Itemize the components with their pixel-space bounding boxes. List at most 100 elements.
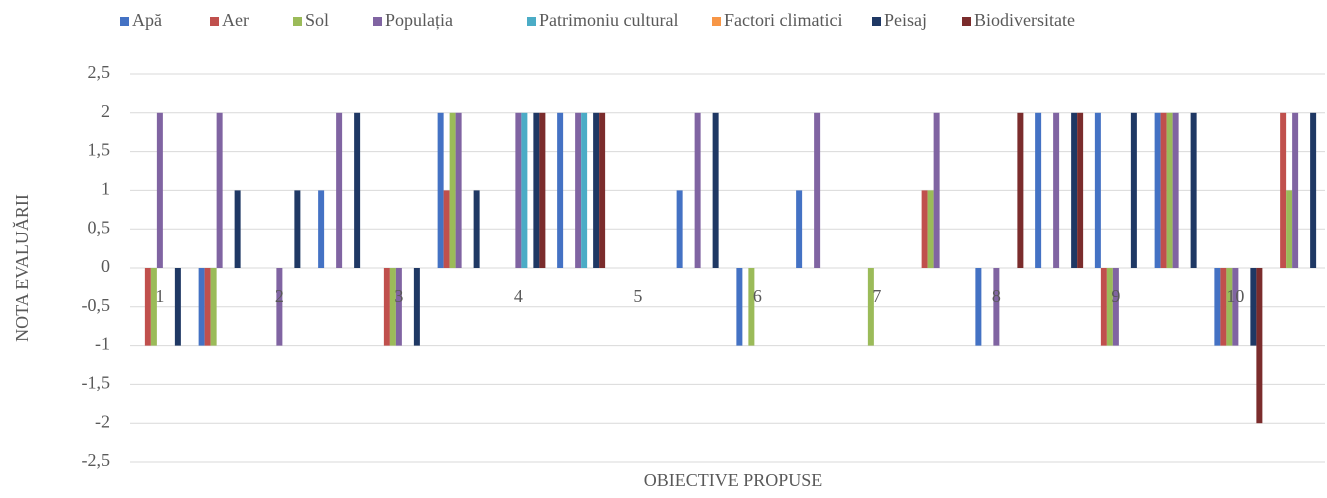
bar [294, 190, 301, 268]
legend-label: Aer [222, 10, 249, 30]
bar [1166, 112, 1173, 268]
bar [814, 112, 821, 268]
y-tick-label: -2,5 [82, 450, 111, 470]
legend-label: Populația [385, 10, 453, 30]
legend-swatch [962, 17, 971, 26]
bar [975, 268, 982, 346]
bar [1172, 112, 1179, 268]
bar [1112, 268, 1119, 346]
x-tick-label: 2 [275, 286, 284, 306]
bar [204, 268, 211, 346]
bar [395, 268, 402, 346]
legend-swatch [373, 17, 382, 26]
bar [1214, 268, 1221, 346]
x-tick-label: 1 [155, 286, 164, 306]
bar [449, 112, 456, 268]
x-tick-label: 4 [514, 286, 523, 306]
bar [216, 112, 223, 268]
bar [413, 268, 420, 346]
bar [437, 112, 444, 268]
x-tick-label: 9 [1111, 286, 1120, 306]
bar [736, 268, 743, 346]
bar [443, 190, 450, 268]
legend-swatch [527, 17, 536, 26]
bar [1071, 112, 1078, 268]
bar [354, 112, 361, 268]
bar [796, 190, 803, 268]
x-tick-label: 6 [753, 286, 762, 306]
x-tick-label: 8 [992, 286, 1001, 306]
bar [1053, 112, 1060, 268]
bar [473, 190, 480, 268]
x-tick-label: 10 [1226, 286, 1244, 306]
bar [1154, 112, 1161, 268]
bar [993, 268, 1000, 346]
bar [198, 268, 205, 346]
bar [921, 190, 928, 268]
y-axis-label: NOTA EVALUĂRII [12, 194, 32, 342]
bar [575, 112, 582, 268]
bar [599, 112, 606, 268]
y-tick-label: -1,5 [82, 373, 111, 393]
legend-label: Apă [132, 10, 162, 30]
bar [515, 112, 522, 268]
bar [533, 112, 540, 268]
bar [455, 112, 462, 268]
bar [712, 112, 719, 268]
bar [336, 112, 343, 268]
legend-swatch [120, 17, 129, 26]
y-tick-label: -0,5 [82, 295, 111, 315]
x-axis-label: OBIECTIVE PROPUSE [644, 470, 823, 490]
legend-swatch [210, 17, 219, 26]
x-tick-label: 3 [394, 286, 403, 306]
bar [156, 112, 163, 268]
bar [1035, 112, 1042, 268]
bar [748, 268, 755, 346]
bar [1226, 268, 1233, 346]
y-tick-label: 2 [101, 101, 110, 121]
bar [867, 268, 874, 346]
y-tick-label: 0,5 [88, 217, 111, 237]
bar [383, 268, 390, 346]
bar [927, 190, 934, 268]
x-tick-label: 7 [872, 286, 881, 306]
bar [1130, 112, 1137, 268]
y-tick-label: 1 [101, 179, 110, 199]
bar [1256, 268, 1263, 424]
bar [581, 112, 588, 268]
bar [1310, 112, 1317, 268]
bar [1106, 268, 1113, 346]
bar [1077, 112, 1084, 268]
bar [1292, 112, 1299, 268]
bar [144, 268, 151, 346]
bar [1280, 112, 1287, 268]
y-tick-label: 1,5 [88, 140, 111, 160]
bar [1232, 268, 1239, 346]
bar [1017, 112, 1024, 268]
bar [694, 112, 701, 268]
bar [593, 112, 600, 268]
bar [557, 112, 564, 268]
y-tick-label: -2 [95, 411, 110, 431]
bar [676, 190, 683, 268]
bar [1100, 268, 1107, 346]
legend-label: Peisaj [884, 10, 927, 30]
legend-swatch [712, 17, 721, 26]
bar [1190, 112, 1197, 268]
legend-swatch [293, 17, 302, 26]
bar [1160, 112, 1167, 268]
bar [933, 112, 940, 268]
bar [276, 268, 283, 346]
legend-label: Biodiversitate [974, 10, 1075, 30]
bar [210, 268, 217, 346]
bar [1094, 112, 1101, 268]
bar [1286, 190, 1293, 268]
y-tick-label: 2,5 [88, 62, 111, 82]
bar [521, 112, 528, 268]
y-tick-label: -1 [95, 334, 110, 354]
bar [1220, 268, 1227, 346]
legend-swatch [872, 17, 881, 26]
legend-label: Factori climatici [724, 10, 842, 30]
bar [174, 268, 181, 346]
